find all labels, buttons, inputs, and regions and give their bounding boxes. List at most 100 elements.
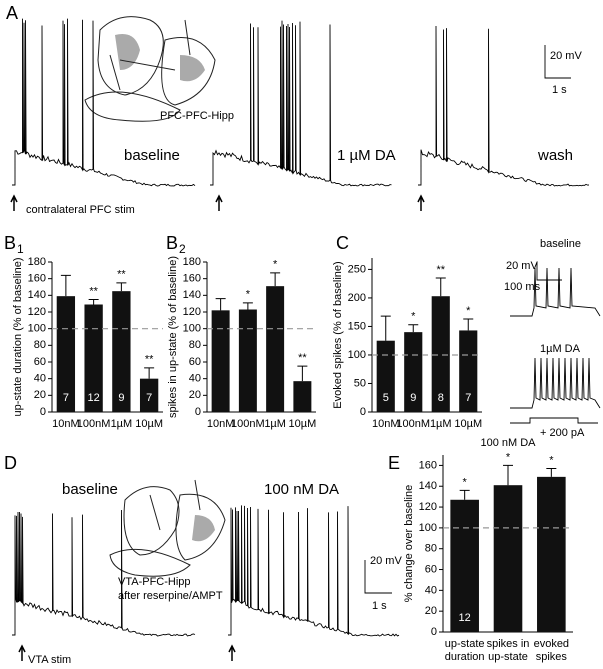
y-tick-label: 0	[40, 406, 46, 418]
stim-arrow	[18, 644, 26, 661]
prep-label: PFC-PFC-Hipp	[160, 110, 234, 122]
y-tick-label: 100	[28, 323, 46, 335]
y-tick-label: 150	[348, 320, 366, 332]
y-tick-label: 60	[425, 563, 437, 575]
x-tick-label: 10nM	[372, 418, 400, 430]
stim-arrow	[10, 194, 18, 211]
inset-label: + 200 pA	[540, 427, 585, 439]
error-bar	[380, 315, 391, 341]
y-tick-label: 50	[354, 377, 366, 389]
x-tick-label: evoked	[534, 638, 569, 650]
y-tick-label: 80	[189, 339, 201, 351]
scale-label: 100 ms	[504, 281, 541, 293]
x-tick-label: 10µM	[454, 418, 482, 430]
bar	[56, 296, 76, 412]
y-tick-label: 120	[28, 306, 46, 318]
current-step	[510, 417, 598, 424]
scale-bar	[364, 560, 392, 594]
x-tick-label: 10nM	[207, 418, 235, 430]
bar	[376, 340, 395, 412]
x-tick-label: spikes	[536, 651, 568, 663]
y-axis-label: % change over baseline	[403, 485, 415, 602]
significance-star: *	[549, 454, 554, 466]
scale-bar	[536, 262, 562, 281]
stim-label: contralateral PFC stim	[26, 204, 135, 216]
condition-label: 1 µM DA	[337, 147, 396, 164]
n-label: 9	[410, 392, 416, 404]
y-tick-label: 160	[419, 459, 437, 471]
error-bar	[88, 299, 99, 305]
scale-label: 1 s	[552, 84, 567, 96]
chart-title: 100 nM DA	[480, 437, 536, 449]
x-tick-label: duration	[445, 651, 485, 663]
error-bar	[503, 464, 513, 486]
y-tick-label: 0	[360, 406, 366, 418]
x-tick-label: 1µM	[111, 418, 133, 430]
inset-label: 1µM DA	[540, 343, 581, 355]
error-bar	[463, 318, 474, 331]
error-bar	[297, 365, 308, 382]
bar	[238, 309, 257, 412]
y-tick-label: 80	[425, 543, 437, 555]
stim-arrow	[215, 194, 223, 211]
y-tick-label: 180	[28, 256, 46, 268]
y-tick-label: 100	[348, 349, 366, 361]
y-tick-label: 160	[28, 273, 46, 285]
y-tick-label: 20	[34, 389, 46, 401]
significance-star: **	[117, 269, 126, 281]
inset-trace	[510, 357, 601, 409]
bar	[84, 304, 103, 412]
scale-label: 20 mV	[550, 50, 582, 62]
x-tick-label: 100nM	[77, 418, 111, 430]
y-axis-label: Evoked spikes (% of baseline)	[332, 261, 344, 408]
y-tick-label: 60	[189, 356, 201, 368]
bar	[493, 485, 523, 632]
panel-label: 1	[17, 242, 24, 256]
voltage-trace	[12, 510, 196, 637]
voltage-trace	[210, 20, 392, 187]
bar	[459, 330, 478, 412]
y-tick-label: 140	[28, 289, 46, 301]
x-tick-label: 10nM	[52, 418, 80, 430]
panel-label: A	[6, 3, 18, 23]
bar	[266, 286, 285, 412]
n-label: 8	[438, 392, 444, 404]
significance-star: *	[411, 311, 416, 323]
x-tick-label: up-state	[488, 651, 528, 663]
panel-label: B	[4, 233, 16, 253]
condition-label: 100 nM DA	[264, 481, 339, 498]
significance-star: **	[436, 264, 445, 276]
n-label: 7	[63, 392, 69, 404]
significance-star: **	[298, 352, 307, 364]
scale-label: 20 mV	[370, 555, 402, 567]
y-tick-label: 40	[425, 584, 437, 596]
panel-label: C	[336, 233, 349, 253]
significance-star: *	[463, 476, 468, 488]
y-tick-label: 180	[183, 256, 201, 268]
error-bar	[408, 324, 419, 333]
y-tick-label: 20	[189, 389, 201, 401]
n-label: 9	[118, 392, 124, 404]
panel-label: E	[388, 453, 400, 473]
scale-label: 20 mV	[506, 260, 538, 272]
y-tick-label: 0	[195, 406, 201, 418]
panel-label: B	[166, 233, 178, 253]
x-tick-label: 1µM	[430, 418, 452, 430]
y-axis-label: up-state duration (% of baseline)	[12, 258, 24, 417]
condition-label: baseline	[124, 147, 180, 164]
significance-star: **	[89, 285, 98, 297]
prep-label: VTA-PFC-Hipp	[118, 576, 191, 588]
voltage-trace	[228, 505, 400, 637]
x-tick-label: 100nM	[396, 418, 430, 430]
error-bar	[242, 302, 253, 310]
bar	[431, 296, 450, 412]
error-bar	[144, 367, 155, 379]
y-tick-label: 250	[348, 263, 366, 275]
y-tick-label: 120	[419, 501, 437, 513]
n-label: 7	[465, 392, 471, 404]
scale-label: 1 s	[372, 600, 387, 612]
significance-star: *	[466, 305, 471, 317]
stim-arrow	[417, 194, 425, 211]
panel-label: 2	[179, 242, 186, 256]
x-tick-label: 10µM	[135, 418, 163, 430]
